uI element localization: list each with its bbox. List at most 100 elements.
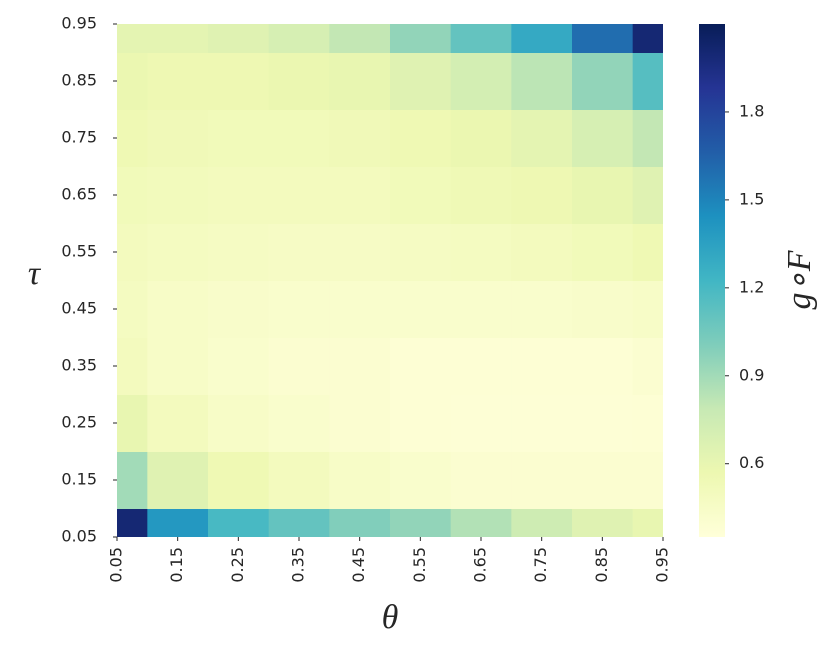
heatmap-cell: [390, 223, 452, 281]
heatmap-cell: [511, 280, 573, 338]
x-tick-label: 0.25: [228, 547, 247, 583]
heatmap-cell: [147, 451, 209, 509]
heatmap-cell: [632, 52, 663, 110]
y-tick-label: 0.15: [61, 470, 97, 489]
heatmap-cell: [572, 166, 634, 224]
x-tick-label: 0.85: [592, 547, 611, 583]
colorbar-tick-label: 0.6: [739, 453, 764, 472]
y-tick-label: 0.95: [61, 14, 97, 33]
heatmap-cell: [632, 280, 663, 338]
heatmap-cell: [329, 52, 391, 110]
y-tick-label: 0.65: [61, 185, 97, 204]
heatmap-cell: [390, 109, 452, 167]
heatmap-cell: [511, 223, 573, 281]
heatmap-cell: [450, 52, 512, 110]
colorbar-tick-label: 1.2: [739, 277, 764, 296]
y-tick-label: 0.75: [61, 128, 97, 147]
y-axis-label: τ: [28, 255, 42, 292]
heatmap-cell: [117, 508, 148, 537]
heatmap-cell: [268, 508, 330, 537]
heatmap-cell: [511, 451, 573, 509]
heatmap-cell: [117, 394, 148, 452]
heatmap-cell: [268, 24, 330, 53]
heatmap-cell: [632, 451, 663, 509]
heatmap-cell: [572, 52, 634, 110]
heatmap-cell: [572, 508, 634, 537]
colorbar-tick-label: 1.5: [739, 189, 764, 208]
heatmap-cell: [511, 52, 573, 110]
heatmap-cell: [268, 451, 330, 509]
heatmap-cell: [390, 394, 452, 452]
heatmap-cell: [268, 223, 330, 281]
heatmap-cell: [147, 166, 209, 224]
heatmap-cell: [147, 109, 209, 167]
heatmap-cell: [268, 394, 330, 452]
colorbar-label: g∘F: [781, 249, 818, 309]
y-tick-label: 0.35: [61, 356, 97, 375]
y-tick-label: 0.05: [61, 527, 97, 546]
heatmap-cell: [208, 280, 270, 338]
x-tick-label: 0.55: [410, 547, 429, 583]
x-tick-label: 0.35: [289, 547, 308, 583]
heatmap-cell: [268, 52, 330, 110]
heatmap-cell: [511, 166, 573, 224]
heatmap-cell: [572, 394, 634, 452]
heatmap-cell: [208, 166, 270, 224]
heatmap-cell: [208, 394, 270, 452]
heatmap-cell: [329, 280, 391, 338]
heatmap-cell: [329, 451, 391, 509]
heatmap-cell: [450, 166, 512, 224]
heatmap-cell: [268, 280, 330, 338]
heatmap-cell: [208, 508, 270, 537]
heatmap-cell: [117, 223, 148, 281]
heatmap-cell: [632, 166, 663, 224]
heatmap-cell: [329, 337, 391, 395]
heatmap-cell: [572, 223, 634, 281]
heatmap-cell: [450, 337, 512, 395]
heatmap-cell: [329, 223, 391, 281]
x-tick-label: 0.45: [349, 547, 368, 583]
heatmap-cell: [390, 337, 452, 395]
y-tick-label: 0.85: [61, 71, 97, 90]
x-tick-label: 0.65: [471, 547, 490, 583]
heatmap-cell: [632, 394, 663, 452]
heatmap-cell: [268, 166, 330, 224]
x-tick-label: 0.15: [167, 547, 186, 583]
heatmap-cell: [117, 166, 148, 224]
heatmap-cell: [390, 451, 452, 509]
heatmap-cell: [511, 24, 573, 53]
heatmap-cell: [511, 394, 573, 452]
x-tick-label: 0.05: [107, 547, 126, 583]
heatmap-cell: [147, 52, 209, 110]
heatmap-cell: [208, 24, 270, 53]
heatmap-cell: [450, 24, 512, 53]
heatmap-cell: [329, 394, 391, 452]
heatmap-cell: [632, 337, 663, 395]
heatmap-cell: [329, 166, 391, 224]
x-tick-label: 0.75: [531, 547, 550, 583]
heatmap-cell: [208, 52, 270, 110]
heatmap-cell: [329, 508, 391, 537]
heatmap-cell: [572, 337, 634, 395]
heatmap-cell: [117, 280, 148, 338]
heatmap-cell: [208, 337, 270, 395]
colorbar-tick-label: 1.8: [739, 101, 764, 120]
colorbar-tick-label: 0.9: [739, 365, 764, 384]
heatmap-cell: [632, 24, 663, 53]
heatmap-cell: [147, 337, 209, 395]
heatmap-cell: [117, 337, 148, 395]
heatmap-cell: [450, 109, 512, 167]
heatmap-cell: [450, 451, 512, 509]
heatmap-cell: [208, 109, 270, 167]
heatmap-cell: [208, 223, 270, 281]
heatmap-cell: [390, 508, 452, 537]
heatmap-cell: [268, 337, 330, 395]
heatmap-cell: [117, 451, 148, 509]
heatmap-cell: [390, 24, 452, 53]
y-tick-label: 0.55: [61, 242, 97, 261]
heatmap: [117, 24, 663, 537]
heatmap-cell: [572, 109, 634, 167]
heatmap-cell: [117, 109, 148, 167]
heatmap-cell: [390, 52, 452, 110]
